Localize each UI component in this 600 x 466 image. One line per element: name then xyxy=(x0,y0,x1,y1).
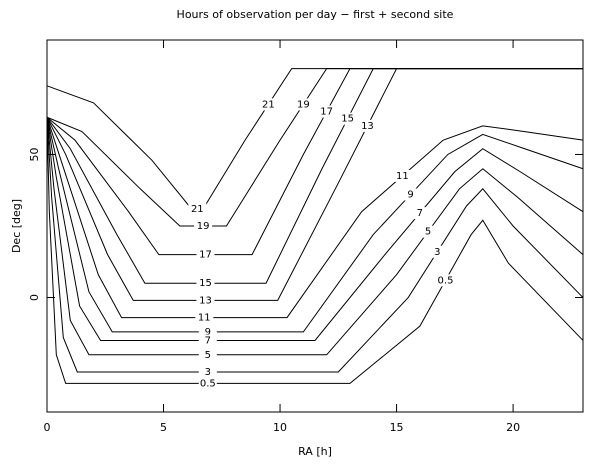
label-bg xyxy=(188,202,207,215)
contour-line xyxy=(46,68,583,210)
contour-label: 21 xyxy=(191,204,204,215)
contour-label: 11 xyxy=(198,313,211,324)
contour-label: 17 xyxy=(199,250,212,261)
x-tick-label: 20 xyxy=(506,421,520,434)
label-bg xyxy=(196,294,215,307)
contour-label: 5 xyxy=(205,350,211,361)
contour-label: 13 xyxy=(361,121,374,132)
contour-label: 0.5 xyxy=(438,275,454,286)
contour-line xyxy=(46,117,584,319)
plot-frame xyxy=(46,39,584,413)
contour-label: 7 xyxy=(205,335,211,346)
label-bg xyxy=(196,277,215,290)
contour-label: 15 xyxy=(341,114,354,125)
contour-label: 17 xyxy=(320,107,333,118)
contour-label: 9 xyxy=(407,190,413,201)
label-bg xyxy=(419,225,438,238)
label-bg xyxy=(338,112,357,125)
chart-title: Hours of observation per day − first + s… xyxy=(177,8,454,21)
contour-label: 9 xyxy=(205,327,211,338)
contour-line xyxy=(46,68,583,227)
label-bg xyxy=(196,248,215,261)
contour-label: 19 xyxy=(197,221,210,232)
label-bg xyxy=(401,188,420,201)
contour-label: 7 xyxy=(417,208,423,219)
contour-label: 13 xyxy=(199,295,212,306)
x-axis-label: RA [h] xyxy=(298,445,332,458)
contour-label: 19 xyxy=(297,99,310,110)
contour-label: 5 xyxy=(425,227,431,238)
label-bg xyxy=(194,220,213,232)
contour-label: 3 xyxy=(434,247,440,258)
contour-line xyxy=(46,117,584,333)
y-tick-label: 0 xyxy=(28,294,41,301)
contour-label: 11 xyxy=(396,171,409,182)
x-tick-label: 0 xyxy=(44,421,51,434)
label-bg xyxy=(198,365,217,378)
label-bg xyxy=(358,119,377,132)
contour-line xyxy=(46,117,584,341)
label-bg xyxy=(410,207,429,220)
label-bg xyxy=(198,348,217,361)
y-tick-label: 50 xyxy=(28,147,41,161)
y-axis-label: Dec [deg] xyxy=(10,199,23,253)
x-tick-label: 10 xyxy=(273,421,287,434)
label-bg xyxy=(317,105,336,118)
contour-line xyxy=(46,117,584,356)
x-tick-label: 15 xyxy=(390,421,404,434)
contour-line xyxy=(46,117,584,384)
contour-line xyxy=(46,117,584,373)
label-bg xyxy=(436,274,455,287)
label-bg xyxy=(198,377,217,390)
label-bg xyxy=(428,245,447,258)
contour-label: 0.5 xyxy=(200,378,216,389)
label-bg xyxy=(259,98,278,111)
label-bg xyxy=(393,169,412,182)
label-bg xyxy=(198,334,217,347)
x-tick-label: 5 xyxy=(160,421,167,434)
contour-label: 3 xyxy=(205,367,211,378)
contour-label: 15 xyxy=(199,278,212,289)
contour-line xyxy=(46,68,583,256)
label-bg xyxy=(195,311,214,324)
contour-label: 21 xyxy=(262,99,275,110)
label-bg xyxy=(294,98,313,111)
